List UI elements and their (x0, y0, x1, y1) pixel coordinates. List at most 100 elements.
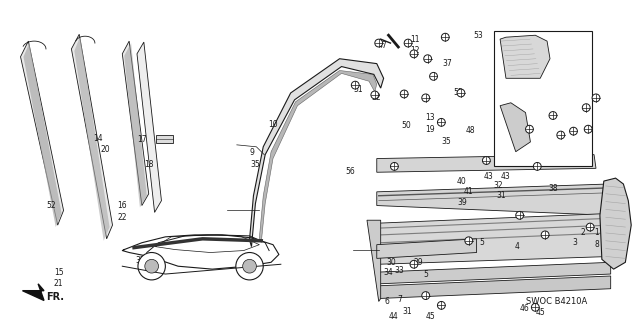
Text: 51: 51 (353, 84, 363, 93)
Text: 45: 45 (426, 312, 435, 320)
Polygon shape (24, 43, 61, 227)
Text: 33: 33 (394, 266, 404, 275)
Text: 5: 5 (424, 269, 429, 278)
Text: 32: 32 (493, 181, 503, 190)
Text: 13: 13 (426, 113, 435, 122)
Polygon shape (377, 155, 596, 172)
Text: 41: 41 (464, 187, 474, 196)
Text: FR.: FR. (46, 292, 64, 301)
Text: 20: 20 (100, 145, 110, 154)
Text: SWOC B4210A: SWOC B4210A (525, 297, 587, 306)
Text: 21: 21 (54, 279, 63, 288)
Circle shape (557, 131, 564, 139)
Polygon shape (500, 35, 550, 78)
Text: 37: 37 (442, 59, 452, 68)
Text: 7: 7 (397, 295, 402, 304)
Text: 44: 44 (388, 312, 398, 320)
Text: 31: 31 (496, 191, 506, 200)
Circle shape (531, 303, 540, 311)
Text: 9: 9 (250, 148, 255, 157)
Polygon shape (600, 178, 631, 269)
Circle shape (236, 252, 263, 280)
Text: 48: 48 (466, 126, 476, 135)
Text: 27: 27 (529, 152, 539, 161)
Text: 52: 52 (371, 93, 381, 102)
Text: 45: 45 (535, 308, 545, 317)
Text: 29: 29 (414, 258, 424, 267)
Text: 19: 19 (426, 125, 435, 134)
Text: 39: 39 (457, 198, 467, 207)
Polygon shape (122, 41, 148, 205)
Polygon shape (377, 184, 616, 215)
Circle shape (390, 163, 398, 170)
Bar (494, 31, 592, 166)
Text: 40: 40 (457, 177, 467, 186)
Text: 6: 6 (385, 297, 390, 306)
Circle shape (404, 39, 412, 47)
Text: 42: 42 (610, 191, 620, 200)
Circle shape (410, 50, 418, 58)
Text: 54: 54 (566, 140, 577, 148)
Circle shape (584, 125, 592, 133)
Circle shape (410, 260, 418, 268)
Text: 53: 53 (474, 31, 483, 40)
Text: 11: 11 (410, 35, 420, 44)
Circle shape (465, 237, 473, 245)
Text: 56: 56 (346, 167, 355, 176)
Text: 10: 10 (268, 120, 278, 129)
Text: 12: 12 (410, 46, 420, 55)
Circle shape (243, 260, 257, 273)
Polygon shape (367, 220, 381, 301)
Text: 38: 38 (548, 184, 557, 193)
Text: 23: 23 (560, 73, 570, 82)
Circle shape (400, 90, 408, 98)
Circle shape (525, 125, 533, 133)
Polygon shape (74, 36, 109, 241)
Polygon shape (250, 59, 383, 247)
Circle shape (422, 292, 429, 300)
Circle shape (457, 89, 465, 97)
Text: 3: 3 (573, 238, 577, 247)
Text: 47: 47 (378, 41, 387, 50)
Polygon shape (72, 34, 113, 239)
Circle shape (592, 94, 600, 102)
Text: 43: 43 (483, 172, 493, 181)
Text: 24: 24 (560, 84, 570, 93)
Circle shape (442, 33, 449, 41)
Text: 44: 44 (601, 219, 611, 228)
Circle shape (438, 301, 445, 309)
Circle shape (351, 81, 359, 89)
Text: 37: 37 (135, 256, 145, 265)
Circle shape (422, 94, 429, 102)
Bar (156, 135, 173, 143)
Circle shape (570, 127, 577, 135)
Text: 43: 43 (501, 172, 511, 181)
Circle shape (483, 156, 490, 164)
Polygon shape (379, 276, 611, 299)
Text: 26: 26 (581, 135, 591, 144)
Circle shape (541, 231, 549, 239)
Circle shape (586, 223, 594, 231)
Text: 1: 1 (594, 228, 599, 237)
Circle shape (375, 39, 383, 47)
Circle shape (438, 118, 445, 126)
Text: 30: 30 (387, 258, 396, 267)
Polygon shape (379, 262, 611, 284)
Polygon shape (137, 42, 161, 212)
Polygon shape (22, 284, 44, 300)
Text: 50: 50 (401, 121, 411, 130)
Text: 15: 15 (54, 268, 63, 276)
Circle shape (549, 112, 557, 119)
Text: 25: 25 (529, 142, 539, 151)
Circle shape (145, 260, 159, 273)
Polygon shape (124, 43, 147, 207)
Text: 18: 18 (144, 160, 154, 169)
Polygon shape (377, 239, 477, 258)
Text: 34: 34 (383, 268, 394, 276)
Text: 5: 5 (479, 238, 484, 247)
Circle shape (582, 104, 590, 112)
Text: 49: 49 (515, 37, 525, 47)
Circle shape (138, 252, 165, 280)
Polygon shape (500, 103, 531, 152)
Text: 55: 55 (453, 88, 463, 98)
